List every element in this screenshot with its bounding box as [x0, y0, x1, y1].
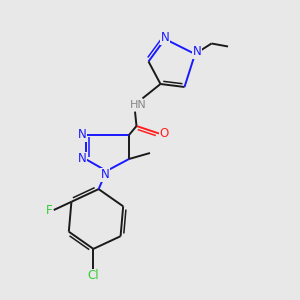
- Text: N: N: [193, 45, 202, 58]
- Text: Cl: Cl: [88, 269, 99, 282]
- Text: N: N: [160, 31, 169, 44]
- Text: F: F: [46, 203, 52, 217]
- Text: HN: HN: [130, 100, 146, 110]
- Text: O: O: [160, 127, 169, 140]
- Text: N: N: [100, 168, 109, 181]
- Text: N: N: [77, 128, 86, 142]
- Text: N: N: [77, 152, 86, 166]
